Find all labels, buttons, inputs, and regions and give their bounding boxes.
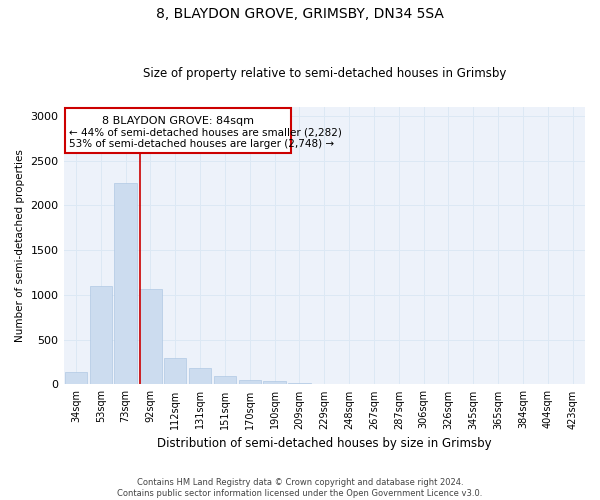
X-axis label: Distribution of semi-detached houses by size in Grimsby: Distribution of semi-detached houses by … [157, 437, 491, 450]
Text: ← 44% of semi-detached houses are smaller (2,282): ← 44% of semi-detached houses are smalle… [68, 127, 341, 137]
Bar [164, 358, 187, 384]
Title: Size of property relative to semi-detached houses in Grimsby: Size of property relative to semi-detach… [143, 66, 506, 80]
Bar [139, 288, 161, 384]
Bar [214, 376, 236, 384]
Bar [65, 372, 87, 384]
Bar [89, 286, 112, 384]
Text: Contains HM Land Registry data © Crown copyright and database right 2024.
Contai: Contains HM Land Registry data © Crown c… [118, 478, 482, 498]
Y-axis label: Number of semi-detached properties: Number of semi-detached properties [15, 150, 25, 342]
Bar [239, 380, 261, 384]
FancyBboxPatch shape [65, 108, 291, 153]
Bar [115, 183, 137, 384]
Text: 8 BLAYDON GROVE: 84sqm: 8 BLAYDON GROVE: 84sqm [102, 116, 254, 126]
Bar [189, 368, 211, 384]
Text: 53% of semi-detached houses are larger (2,748) →: 53% of semi-detached houses are larger (… [68, 140, 334, 149]
Text: 8, BLAYDON GROVE, GRIMSBY, DN34 5SA: 8, BLAYDON GROVE, GRIMSBY, DN34 5SA [156, 8, 444, 22]
Bar [263, 382, 286, 384]
Bar [288, 382, 311, 384]
